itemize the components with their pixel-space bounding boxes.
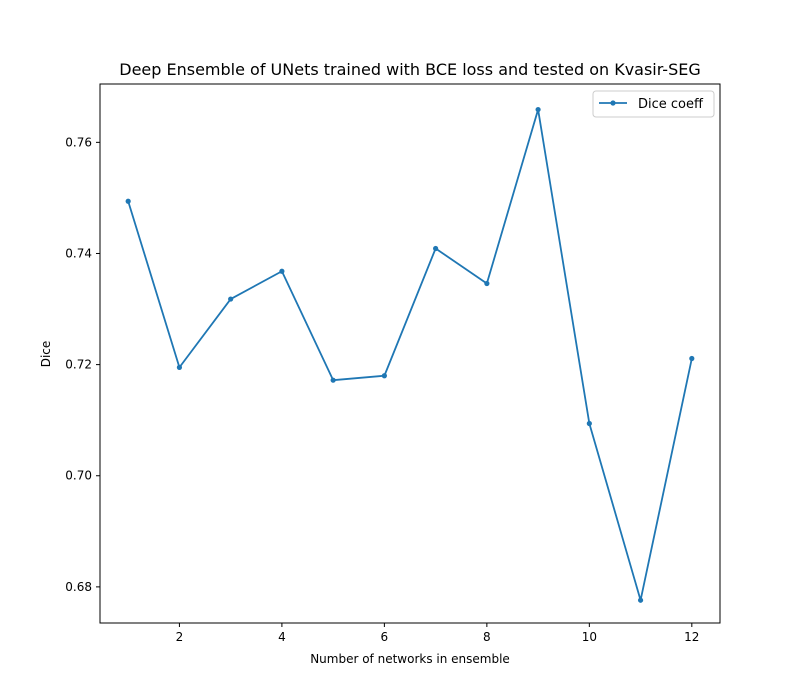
legend-box — [592, 90, 715, 118]
data-point — [228, 296, 234, 302]
x-tick-label: 12 — [684, 630, 699, 644]
x-axis-label: Number of networks in ensemble — [310, 652, 510, 666]
legend-label-dice-coeff: Dice coeff — [638, 97, 704, 112]
series-dice-coeff — [125, 106, 695, 603]
plot-area — [99, 83, 721, 624]
y-tick-label: 0.68 — [65, 580, 92, 594]
x-tick-label: 8 — [483, 630, 491, 644]
data-point — [330, 377, 336, 383]
x-tick-label: 6 — [381, 630, 389, 644]
x-tick-label: 2 — [176, 630, 184, 644]
y-axis-label: Dice — [39, 341, 53, 368]
data-point — [535, 106, 541, 113]
data-point — [637, 597, 644, 603]
chart-title: Deep Ensemble of UNets trained with BCE … — [119, 60, 701, 79]
y-tick-label: 0.70 — [65, 469, 92, 483]
data-point — [689, 355, 695, 362]
x-axis-ticks: 2 4 6 8 10 12 — [176, 623, 699, 644]
data-point — [586, 420, 592, 427]
data-point — [125, 198, 131, 204]
data-point — [484, 280, 490, 287]
series-line — [127, 108, 693, 602]
legend-marker-swatch — [610, 100, 616, 106]
data-point — [176, 364, 183, 370]
y-tick-label: 0.74 — [65, 246, 92, 260]
x-tick-label: 4 — [278, 630, 286, 644]
data-point — [279, 268, 285, 274]
legend: Dice coeff — [592, 90, 715, 118]
y-axis-ticks: 0.68 0.70 0.72 0.74 0.76 — [65, 135, 100, 594]
y-tick-label: 0.72 — [65, 358, 92, 372]
x-tick-label: 10 — [582, 630, 597, 644]
data-point — [381, 373, 387, 379]
data-point — [433, 245, 439, 252]
y-tick-label: 0.76 — [65, 135, 92, 149]
